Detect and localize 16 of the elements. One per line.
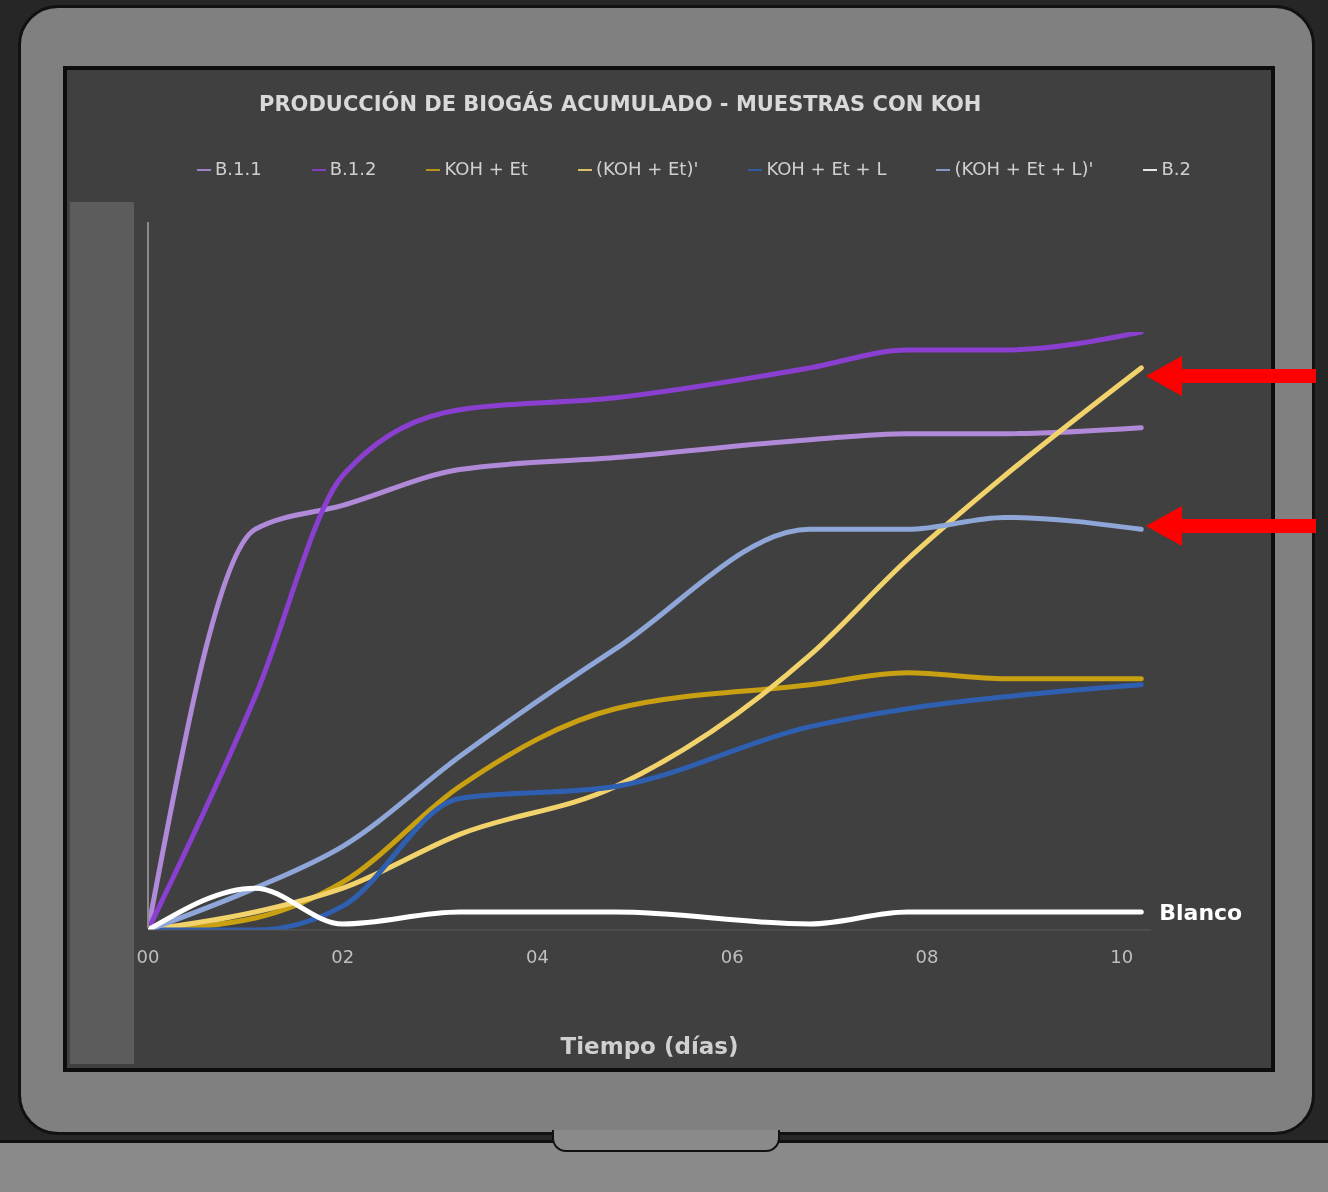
legend-label: (KOH + Et + L)' [954, 158, 1094, 179]
chart-title: PRODUCCIÓN DE BIOGÁS ACUMULADO - MUESTRAS CON KOH [258, 92, 983, 116]
x-tick-label: 06 [720, 945, 744, 967]
annotation: Blanco [1159, 899, 1243, 925]
legend-label: KOH + Et + L [766, 158, 887, 179]
legend-label: B.1.2 [329, 158, 377, 179]
x-tick-label: 02 [331, 945, 355, 967]
x-tick-label: 00 [136, 945, 160, 967]
legend-label: B.2 [1161, 158, 1191, 179]
x-tick-label: 08 [915, 945, 939, 967]
legend-label: KOH + Et [444, 158, 528, 179]
x-tick-label: 10 [1110, 945, 1134, 967]
legend-label: (KOH + Et)' [595, 158, 699, 179]
legend-label: B.1.1 [215, 158, 262, 179]
x-tick-label: 04 [526, 945, 549, 967]
x-axis-title: Tiempo (días) [560, 1033, 739, 1059]
